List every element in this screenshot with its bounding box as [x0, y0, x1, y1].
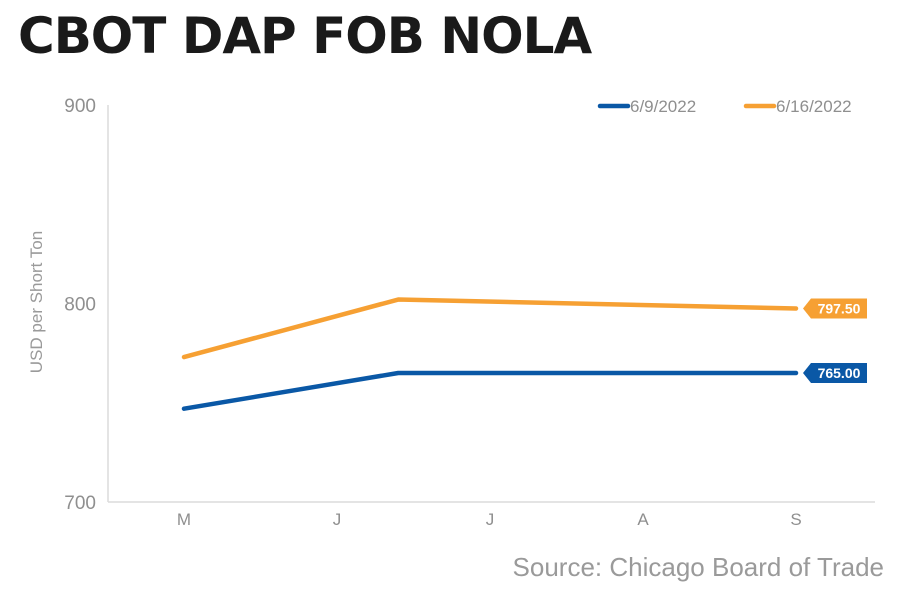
- chart-axes: [107, 105, 875, 503]
- end-value-badge: 797.50: [803, 298, 867, 319]
- y-tick-label: 700: [64, 493, 96, 514]
- end-value-labels: 765.00 797.50: [803, 298, 867, 383]
- y-tick-label: 900: [64, 96, 96, 117]
- badge-shape: [803, 298, 867, 319]
- y-tick-label: 800: [64, 295, 96, 316]
- y-axis-ticks: 700 800 900: [64, 96, 96, 514]
- x-tick-label: A: [637, 510, 649, 529]
- legend-label: 6/16/2022: [776, 97, 852, 116]
- legend-label: 6/9/2022: [630, 97, 696, 116]
- x-tick-label: J: [333, 510, 342, 529]
- series-line: [181, 297, 799, 360]
- legend: 6/9/2022 6/16/2022: [597, 97, 852, 116]
- legend-item: 6/9/2022: [597, 97, 696, 116]
- end-value-text: 765.00: [818, 365, 861, 381]
- series-lines: [181, 297, 799, 411]
- end-value-text: 797.50: [818, 300, 861, 316]
- badge-shape: [803, 362, 867, 383]
- source-note: Source: Chicago Board of Trade: [512, 552, 884, 582]
- y-axis-label: USD per Short Ton: [27, 231, 46, 373]
- x-tick-label: M: [177, 510, 191, 529]
- x-tick-label: J: [486, 510, 495, 529]
- series-line: [181, 370, 799, 411]
- legend-item: 6/16/2022: [743, 97, 852, 116]
- x-tick-label: S: [790, 510, 801, 529]
- chart-title: CBOT DAP FOB NOLA: [18, 7, 592, 65]
- end-value-badge: 765.00: [803, 362, 867, 383]
